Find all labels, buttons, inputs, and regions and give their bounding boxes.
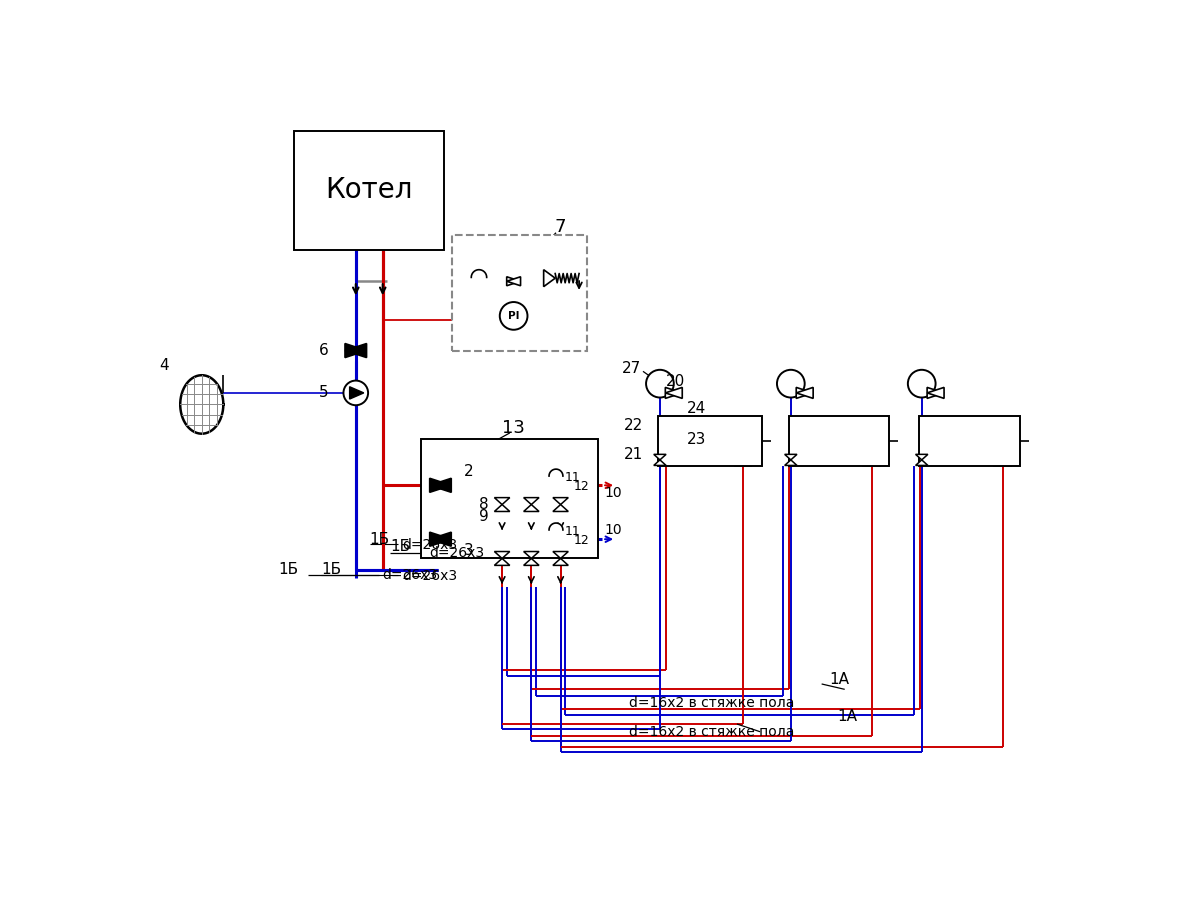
Polygon shape: [665, 387, 682, 399]
Text: 1Б: 1Б: [370, 532, 390, 546]
Polygon shape: [180, 375, 224, 434]
Text: 10: 10: [605, 486, 622, 500]
Text: 9: 9: [478, 508, 489, 524]
Text: 11: 11: [564, 525, 581, 538]
Text: 11: 11: [564, 471, 581, 484]
Text: d=26x3: d=26x3: [402, 538, 457, 553]
Text: 23: 23: [687, 432, 706, 446]
Text: 3: 3: [464, 544, 474, 558]
Polygon shape: [784, 460, 797, 465]
Polygon shape: [553, 505, 569, 511]
Circle shape: [500, 302, 527, 329]
Polygon shape: [796, 387, 813, 399]
Polygon shape: [524, 505, 539, 511]
Polygon shape: [471, 270, 487, 277]
Polygon shape: [430, 532, 451, 546]
Polygon shape: [507, 276, 520, 286]
Text: 1Б: 1Б: [390, 539, 411, 554]
Text: 1А: 1А: [829, 671, 850, 687]
Polygon shape: [494, 505, 509, 511]
Text: 5: 5: [319, 385, 328, 400]
Polygon shape: [553, 558, 569, 565]
Text: 8: 8: [478, 497, 489, 512]
Text: 13: 13: [502, 418, 525, 436]
Text: 21: 21: [624, 447, 643, 462]
Text: 1Б: 1Б: [278, 562, 299, 578]
Polygon shape: [494, 552, 509, 558]
Circle shape: [646, 370, 674, 398]
Polygon shape: [915, 460, 928, 465]
Bar: [294, 131, 444, 250]
Text: d=26x3: d=26x3: [428, 546, 484, 560]
Polygon shape: [494, 558, 509, 565]
Polygon shape: [653, 454, 666, 460]
Polygon shape: [927, 387, 944, 399]
Polygon shape: [430, 478, 451, 492]
Text: d=16x2 в стяжке пола: d=16x2 в стяжке пола: [630, 724, 795, 739]
Polygon shape: [549, 469, 563, 476]
Text: 20: 20: [666, 374, 685, 389]
Text: 12: 12: [574, 481, 589, 493]
Polygon shape: [430, 532, 451, 546]
Text: 1Б: 1Б: [321, 562, 342, 578]
Circle shape: [777, 370, 804, 398]
Polygon shape: [544, 270, 556, 286]
Text: PI: PI: [508, 310, 519, 321]
Polygon shape: [553, 552, 569, 558]
Polygon shape: [927, 387, 944, 399]
Text: 4: 4: [159, 358, 169, 374]
Polygon shape: [524, 498, 539, 505]
Text: d=26x3: d=26x3: [383, 569, 438, 582]
Polygon shape: [549, 523, 563, 530]
Text: 1А: 1А: [837, 709, 857, 724]
Text: 27: 27: [621, 361, 640, 376]
Text: 12: 12: [574, 535, 589, 547]
Polygon shape: [524, 558, 539, 565]
Polygon shape: [553, 498, 569, 505]
Polygon shape: [350, 387, 364, 399]
Text: 7: 7: [555, 219, 565, 237]
Polygon shape: [345, 344, 367, 357]
Polygon shape: [507, 276, 520, 286]
Bar: [789, 416, 889, 466]
Polygon shape: [430, 478, 451, 492]
Bar: [421, 439, 599, 558]
Bar: [452, 235, 587, 351]
Polygon shape: [784, 454, 797, 460]
Polygon shape: [796, 387, 813, 399]
Text: 24: 24: [687, 400, 706, 416]
Text: d=26x3: d=26x3: [402, 569, 457, 583]
Text: 6: 6: [319, 343, 328, 358]
Polygon shape: [524, 552, 539, 558]
Bar: [658, 416, 762, 466]
Circle shape: [344, 381, 368, 405]
Polygon shape: [915, 454, 928, 460]
Polygon shape: [494, 498, 509, 505]
Text: d=16x2 в стяжке пола: d=16x2 в стяжке пола: [630, 697, 795, 710]
Circle shape: [908, 370, 935, 398]
Polygon shape: [653, 460, 666, 465]
Text: 10: 10: [605, 523, 622, 537]
Text: 22: 22: [624, 418, 643, 433]
Bar: [920, 416, 1020, 466]
Text: 2: 2: [464, 464, 474, 479]
Polygon shape: [345, 344, 367, 357]
Polygon shape: [665, 387, 682, 399]
Text: Котел: Котел: [325, 176, 413, 204]
